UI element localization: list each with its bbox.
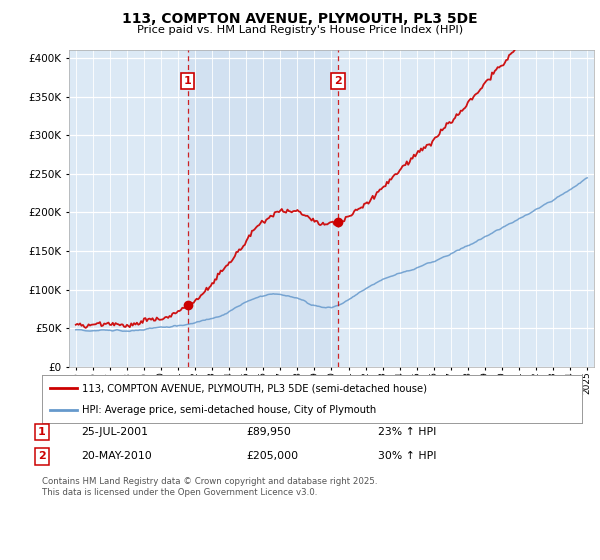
Text: £205,000: £205,000 — [246, 451, 298, 461]
Text: £89,950: £89,950 — [246, 427, 291, 437]
Text: 30% ↑ HPI: 30% ↑ HPI — [378, 451, 437, 461]
Text: 2: 2 — [334, 76, 342, 86]
Text: 1: 1 — [38, 427, 46, 437]
Text: 1: 1 — [184, 76, 191, 86]
Text: Price paid vs. HM Land Registry's House Price Index (HPI): Price paid vs. HM Land Registry's House … — [137, 25, 463, 35]
Text: 113, COMPTON AVENUE, PLYMOUTH, PL3 5DE: 113, COMPTON AVENUE, PLYMOUTH, PL3 5DE — [122, 12, 478, 26]
Text: 20-MAY-2010: 20-MAY-2010 — [81, 451, 152, 461]
Text: 2: 2 — [38, 451, 46, 461]
Bar — [188, 50, 338, 367]
Text: Contains HM Land Registry data © Crown copyright and database right 2025.
This d: Contains HM Land Registry data © Crown c… — [42, 477, 377, 497]
Text: 113, COMPTON AVENUE, PLYMOUTH, PL3 5DE (semi-detached house): 113, COMPTON AVENUE, PLYMOUTH, PL3 5DE (… — [83, 383, 427, 393]
Text: 25-JUL-2001: 25-JUL-2001 — [81, 427, 148, 437]
Text: 23% ↑ HPI: 23% ↑ HPI — [378, 427, 436, 437]
Text: HPI: Average price, semi-detached house, City of Plymouth: HPI: Average price, semi-detached house,… — [83, 405, 377, 415]
